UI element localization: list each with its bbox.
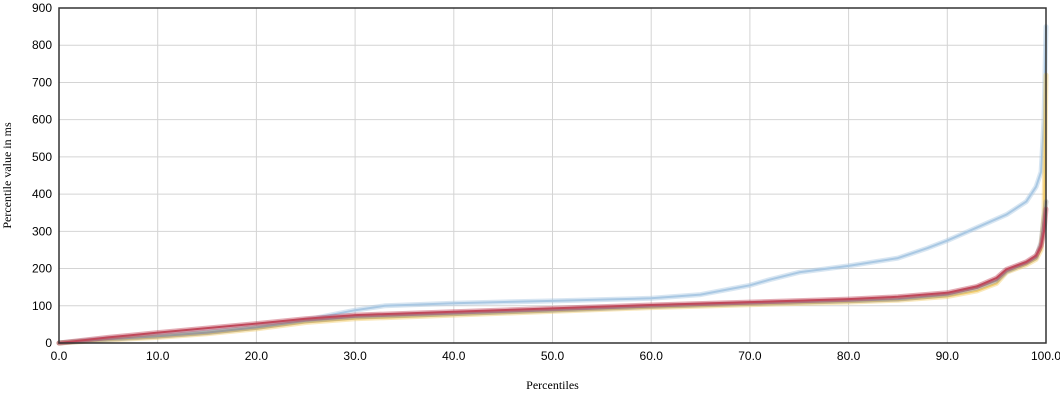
x-tick-label: 70.0 xyxy=(738,349,762,363)
plot-frame xyxy=(58,7,1047,344)
series-line-3 xyxy=(58,200,1047,344)
x-tick-label: 60.0 xyxy=(640,349,664,363)
x-tick-label: 10.0 xyxy=(146,349,170,363)
y-tick-label: 100 xyxy=(32,299,52,313)
y-tick-labels: 0 100 200 300 400 500 600 700 800 900 xyxy=(32,1,52,350)
x-tick-label: 100.0 xyxy=(1031,349,1060,363)
x-tick-label: 0.0 xyxy=(51,349,68,363)
series-line-2 xyxy=(58,74,1047,344)
x-tick-label: 20.0 xyxy=(245,349,269,363)
y-axis-title: Percentile value in ms xyxy=(0,122,14,229)
x-tick-label: 40.0 xyxy=(442,349,466,363)
series-line-4 xyxy=(58,208,1047,344)
x-tick-labels: 0.0 10.0 20.0 30.0 40.0 50.0 60.0 70.0 80.0 90.0 1… xyxy=(51,349,1060,363)
y-tick-label: 700 xyxy=(32,75,52,89)
y-tick-label: 200 xyxy=(32,262,52,276)
y-tick-label: 500 xyxy=(32,150,52,164)
y-tick-label: 900 xyxy=(32,1,52,15)
y-tick-label: 600 xyxy=(32,113,52,127)
y-tick-label: 400 xyxy=(32,187,52,201)
y-tick-label: 0 xyxy=(45,336,52,350)
x-tick-label: 50.0 xyxy=(541,349,565,363)
y-tick-label: 800 xyxy=(32,38,52,52)
grid xyxy=(59,8,1046,343)
series-layer xyxy=(56,24,1049,346)
x-axis-title: Percentiles xyxy=(526,378,579,392)
y-tick-label: 300 xyxy=(32,224,52,238)
x-tick-label: 80.0 xyxy=(837,349,861,363)
x-tick-label: 90.0 xyxy=(936,349,960,363)
x-tick-label: 30.0 xyxy=(343,349,367,363)
